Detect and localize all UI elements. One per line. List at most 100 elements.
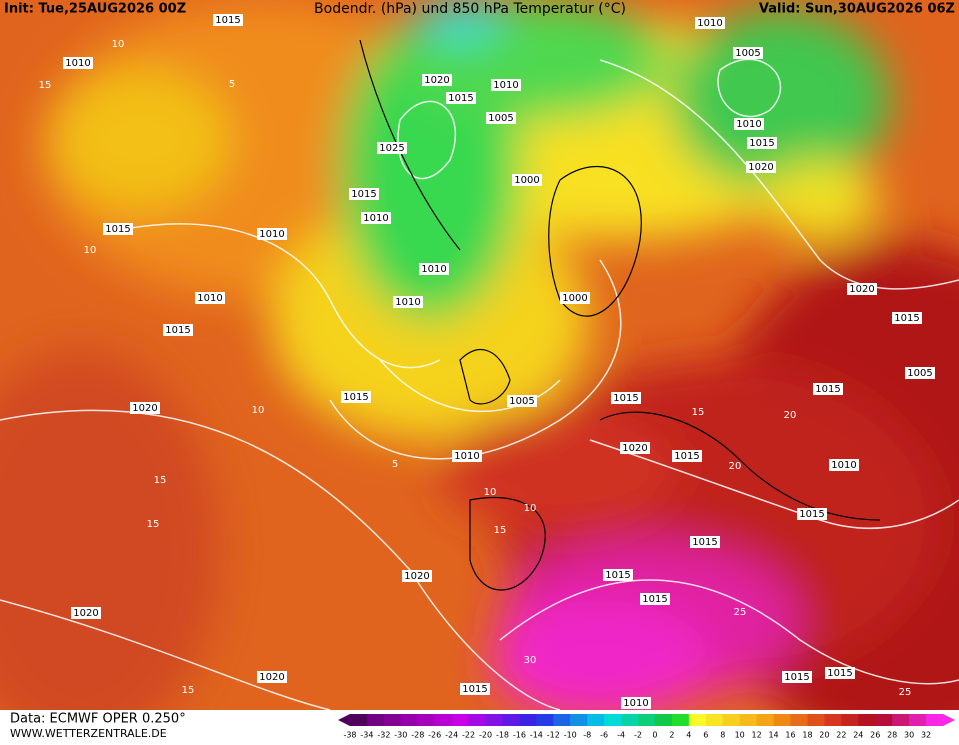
temperature-label: 5: [392, 459, 398, 470]
colorbar-tick-label: -6: [600, 731, 608, 740]
isobar-label-box: [213, 14, 243, 26]
isobar-label: 1005: [907, 368, 932, 379]
init-time: Init: Tue,25AUG2026 00Z: [4, 2, 186, 17]
isobar-label: 1015: [351, 189, 376, 200]
colorbar-swatch: [570, 714, 588, 726]
colorbar-tick-label: 30: [904, 731, 914, 740]
isobar-label-box: [620, 442, 650, 454]
isobar-label: 1010: [623, 698, 648, 709]
colorbar-tick-label: 12: [752, 731, 762, 740]
isobar-label: 1020: [132, 403, 157, 414]
isobar-label: 1015: [674, 451, 699, 462]
colorbar-swatch: [773, 714, 792, 726]
isobar-label: 1020: [424, 75, 449, 86]
colorbar-swatch: [451, 714, 470, 726]
colorbar-swatch: [841, 714, 859, 726]
colorbar-tick-label: 24: [853, 731, 863, 740]
isobar-label: 1015: [448, 93, 473, 104]
isobar-label: 1015: [165, 325, 190, 336]
colorbar-tick-label: -22: [462, 731, 475, 740]
colorbar-tick-label: -4: [617, 731, 625, 740]
isobar-label-box: [349, 188, 379, 200]
colorbar-swatch: [654, 714, 673, 726]
isobar-label-box: [393, 296, 423, 308]
colorbar-tick-label: 6: [703, 731, 708, 740]
isobar-label: 1015: [815, 384, 840, 395]
isobar-label-box: [512, 174, 542, 186]
isobar-label-box: [690, 536, 720, 548]
colorbar-tick-label: -20: [479, 731, 492, 740]
temperature-label: 15: [154, 475, 167, 486]
colorbar-swatch: [468, 714, 487, 726]
isobar-label-box: [257, 671, 287, 683]
isobar-label: 1000: [514, 175, 539, 186]
colorbar-tick-label: -2: [634, 731, 642, 740]
isobar-label-box: [486, 112, 516, 124]
isobar-label-box: [257, 228, 287, 240]
isobar-label: 1020: [259, 672, 284, 683]
temperature-label: 15: [39, 80, 52, 91]
isobar-label-box: [672, 450, 702, 462]
isobar-label: 1015: [749, 138, 774, 149]
colorbar-tick-label: -16: [513, 731, 526, 740]
temperature-label: 5: [229, 79, 235, 90]
temperature-label: 15: [182, 685, 195, 696]
isobar-label: 1020: [748, 162, 773, 173]
colorbar-swatch: [553, 714, 571, 726]
colorbar-tick-label: 18: [802, 731, 812, 740]
isobar-label: 1010: [454, 451, 479, 462]
colorbar-tick-label: 14: [768, 731, 778, 740]
isobar-label-box: [491, 79, 521, 91]
isobar-label: 1015: [784, 672, 809, 683]
isobar-label: 1015: [605, 570, 630, 581]
colorbar-tick-label: 26: [870, 731, 880, 740]
temperature-label: 15: [494, 525, 507, 536]
isobar-label: 1015: [343, 392, 368, 403]
isobar-label: 1015: [462, 684, 487, 695]
isobar-label-box: [829, 459, 859, 471]
isobar-label-box: [63, 57, 93, 69]
colorbar-swatch: [875, 714, 893, 726]
colorbar-swatch: [400, 714, 419, 726]
isobar-label-box: [422, 74, 452, 86]
isobar-label-box: [782, 671, 812, 683]
isobar-label: 1010: [395, 297, 420, 308]
temperature-label: 10: [484, 487, 497, 498]
colorbar-swatch: [722, 714, 741, 726]
temperature-label: 10: [112, 39, 125, 50]
isobar-label-box: [603, 569, 633, 581]
isobar-label-box: [621, 697, 651, 709]
isobar-label: 1010: [493, 80, 518, 91]
isobar-label: 1010: [831, 460, 856, 471]
colorbar-tick-label: -12: [547, 731, 560, 740]
colorbar-tick-label: 10: [735, 731, 745, 740]
isobar-label: 1015: [799, 509, 824, 520]
colorbar-swatch: [366, 714, 385, 726]
temperature-label: 10: [84, 245, 97, 256]
colorbar-tick-label: -8: [583, 731, 591, 740]
isobar-label-box: [507, 395, 537, 407]
isobar-label-box: [734, 118, 764, 130]
colorbar-swatch: [756, 714, 775, 726]
colorbar-swatch: [638, 714, 656, 726]
isobar-label-box: [813, 383, 843, 395]
colorbar-tick-label: 4: [686, 731, 691, 740]
isobar-label: 1000: [562, 293, 587, 304]
isobar-label: 1015: [215, 15, 240, 26]
colorbar-tick-label: -32: [377, 731, 390, 740]
colorbar-swatch: [621, 714, 639, 726]
colorbar-tick-label: 22: [836, 731, 846, 740]
data-source: Data: ECMWF OPER 0.250°: [10, 712, 186, 727]
colorbar-swatch: [604, 714, 622, 726]
isobar-label-box: [163, 324, 193, 336]
isobar-label: 1015: [613, 393, 638, 404]
colorbar-swatch: [383, 714, 402, 726]
isobar-label-box: [746, 161, 776, 173]
isobar-label-box: [733, 47, 763, 59]
isobar-label-box: [460, 683, 490, 695]
isobar-label-box: [195, 292, 225, 304]
isobar-label-box: [695, 17, 725, 29]
colorbar-swatch: [790, 714, 808, 726]
